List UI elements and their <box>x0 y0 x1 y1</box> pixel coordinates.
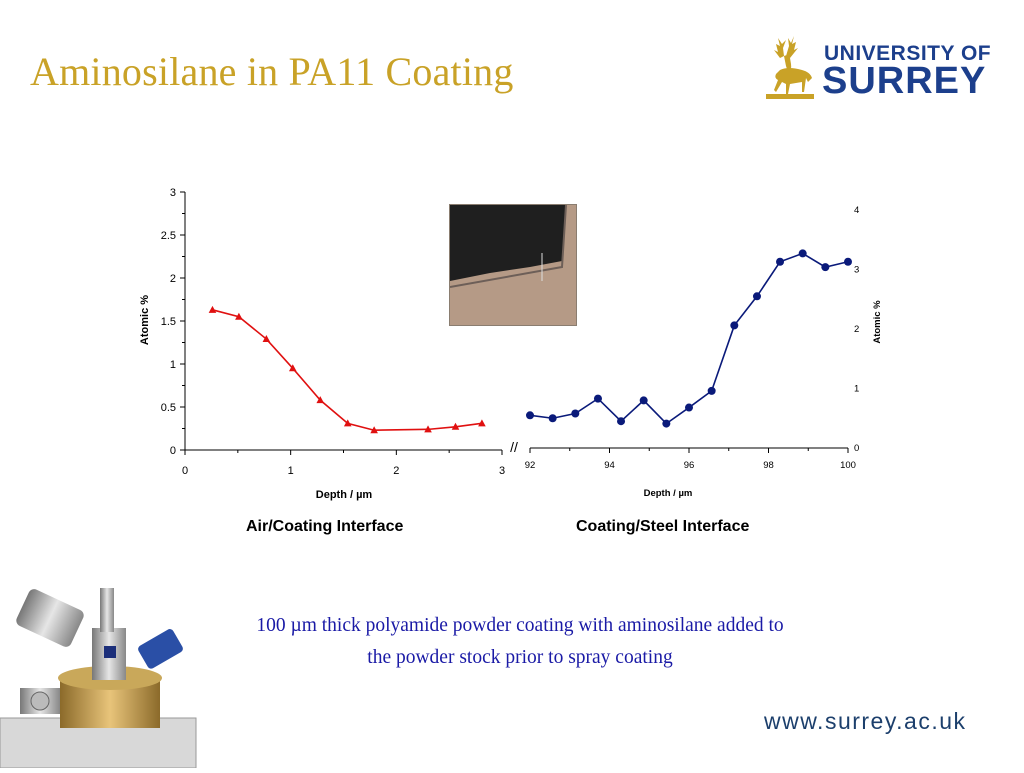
website-url: www.surrey.ac.uk <box>764 708 967 734</box>
data-point-0-2 <box>262 335 271 343</box>
x-tick-label-1-3: 98 <box>763 460 774 471</box>
data-point-1-11 <box>776 257 785 266</box>
data-point-0-5 <box>343 419 352 427</box>
data-point-1-12 <box>798 249 807 258</box>
data-point-1-14 <box>844 257 852 266</box>
y-tick-label-1-0: 0 <box>854 443 859 454</box>
data-point-1-9 <box>730 321 739 330</box>
note-line-2: the powder stock prior to spray coating <box>367 647 673 668</box>
y-tick-label-1-2: 2 <box>854 324 859 335</box>
x-tick-label-1-2: 96 <box>684 460 695 471</box>
x-tick-label-0-2: 2 <box>393 465 399 477</box>
axis-break-marker: // <box>510 439 518 455</box>
data-point-1-2 <box>571 409 580 418</box>
x-tick-label-0-3: 3 <box>499 465 505 477</box>
vacuum-chamber-image <box>0 568 200 769</box>
data-point-0-0 <box>208 305 217 313</box>
data-point-0-4 <box>316 396 325 404</box>
description-note: 100 µm thick polyamide powder coating wi… <box>160 610 880 674</box>
y-tick-label-0-6: 3 <box>170 187 176 199</box>
data-point-1-13 <box>821 263 830 272</box>
x-tick-label-1-1: 94 <box>604 460 615 471</box>
data-point-1-1 <box>548 414 557 423</box>
series-line-0 <box>212 309 483 432</box>
x-tick-label-0-0: 0 <box>182 465 188 477</box>
y-axis-label-1: Atomic % <box>872 300 883 344</box>
data-point-0-1 <box>235 312 243 320</box>
data-point-1-10 <box>752 292 761 301</box>
data-point-1-5 <box>639 396 648 405</box>
data-point-1-8 <box>707 386 716 395</box>
x-tick-label-1-4: 100 <box>840 460 856 471</box>
slide-title: Aminosilane in PA11 Coating <box>30 49 514 94</box>
y-tick-label-0-2: 1 <box>170 359 176 371</box>
stag-icon <box>766 36 814 99</box>
y-tick-label-0-3: 1.5 <box>161 316 176 328</box>
sample-photo <box>449 204 577 326</box>
y-tick-label-0-1: 0.5 <box>161 402 176 414</box>
depth-profile-charts: 0 1 2 3 0 0.5 1 1.5 2 2.5 3 Depth / µm Atomic % 92 94 9… <box>139 187 883 501</box>
y-tick-label-0-5: 2.5 <box>161 230 176 242</box>
logo-university-of: UNIVERSITY OF <box>824 42 992 65</box>
y-tick-label-1-4: 4 <box>854 205 859 216</box>
x-tick-label-1-0: 92 <box>525 460 536 471</box>
university-logo: UNIVERSITY OF SURREY <box>758 30 998 110</box>
x-axis-label-0: Depth / µm <box>316 489 373 501</box>
caption-coating-steel: Coating/Steel Interface <box>576 518 750 535</box>
data-point-1-6 <box>662 419 671 428</box>
y-tick-label-0-0: 0 <box>170 445 176 457</box>
caption-air-coating: Air/Coating Interface <box>246 518 404 535</box>
data-point-0-8 <box>451 422 460 430</box>
data-point-0-3 <box>288 364 297 372</box>
note-line-1: 100 µm thick polyamide powder coating wi… <box>256 615 784 636</box>
y-tick-label-1-1: 1 <box>854 384 859 395</box>
data-point-0-7 <box>424 425 432 433</box>
data-point-1-4 <box>617 417 626 426</box>
x-axis-label-1: Depth / µm <box>644 488 693 499</box>
series-line-1 <box>529 252 849 425</box>
y-tick-label-0-4: 2 <box>170 273 176 285</box>
y-axis-label-0: Atomic % <box>139 295 151 345</box>
y-tick-label-1-3: 3 <box>854 265 859 276</box>
x-tick-label-0-1: 1 <box>288 465 294 477</box>
logo-surrey: SURREY <box>822 60 987 102</box>
data-point-1-7 <box>685 403 693 412</box>
data-point-1-0 <box>526 411 534 420</box>
data-point-0-6 <box>370 426 378 434</box>
data-point-0-9 <box>478 419 486 427</box>
data-point-1-3 <box>593 394 602 403</box>
